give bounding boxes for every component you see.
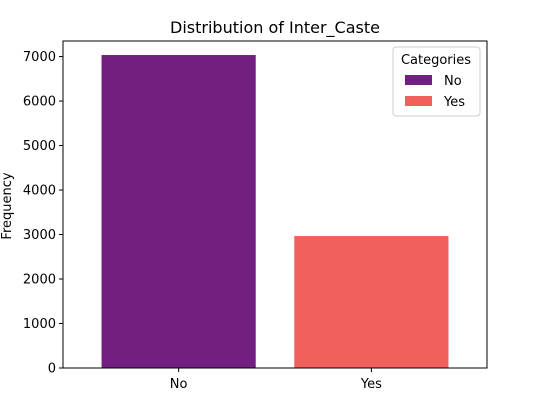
- legend: Categories No Yes: [392, 46, 481, 117]
- plot-frame: [62, 40, 488, 369]
- legend-label-yes: Yes: [443, 95, 465, 110]
- y-tick-label: 4000: [23, 184, 56, 199]
- y-tick-label: 7000: [23, 50, 56, 65]
- chart-title: Distribution of Inter_Caste: [170, 18, 380, 38]
- legend-label-no: No: [444, 74, 462, 89]
- y-tick-label: 3000: [23, 228, 56, 243]
- legend-swatch-no: [405, 75, 432, 85]
- bar-no: [101, 55, 256, 369]
- bar-yes: [294, 236, 449, 368]
- bars-group: [101, 55, 449, 369]
- legend-title: Categories: [401, 53, 471, 68]
- x-tick-label: No: [170, 377, 188, 392]
- legend-swatch-yes: [405, 96, 432, 106]
- y-tick-label: 6000: [23, 95, 56, 110]
- legend-entries: No Yes: [405, 74, 465, 110]
- y-tick-label: 0: [48, 362, 56, 377]
- y-axis-ticks: 0 1000 2000 3000 4000 5000 6000 7000: [23, 50, 63, 377]
- x-tick-label: Yes: [360, 377, 382, 392]
- y-tick-label: 2000: [23, 273, 56, 288]
- x-axis-ticks: No Yes: [170, 368, 382, 392]
- y-tick-label: 1000: [23, 317, 56, 332]
- y-axis-label: Frequency: [0, 172, 15, 239]
- y-tick-label: 5000: [23, 139, 56, 154]
